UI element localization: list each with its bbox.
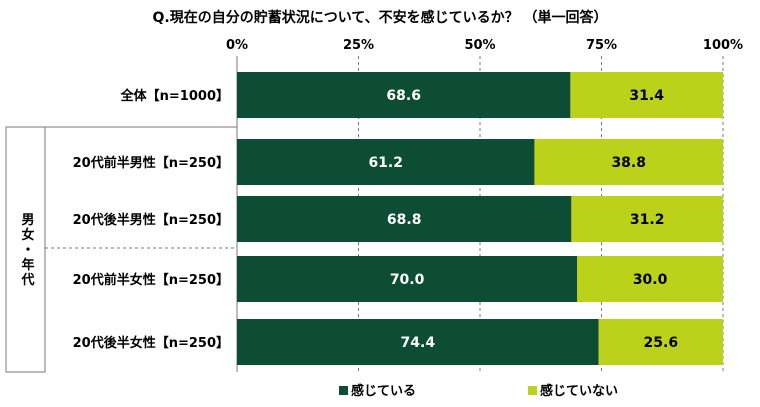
bar-segment — [571, 196, 723, 242]
legend-label: 感じている — [351, 383, 416, 399]
data-label: 61.2 — [368, 155, 403, 171]
bar-segment — [237, 196, 572, 242]
row-label: 20代前半男性【n=250】 — [73, 155, 229, 171]
bar-segment — [237, 139, 535, 185]
row-labels: 全体【n=1000】 20代前半男性【n=250】 20代後半男性【n=250】 20… — [73, 88, 229, 351]
data-label: 74.4 — [401, 335, 436, 351]
bars: 68.6 31.4 61.2 38.8 68.8 31.2 70.0 30.0 74.4 25.6 — [237, 72, 723, 365]
data-label: 38.8 — [611, 155, 646, 171]
legend-swatch — [528, 386, 537, 395]
x-tick-label: 75% — [586, 38, 617, 53]
data-label: 68.8 — [387, 212, 422, 228]
data-label: 30.0 — [633, 272, 668, 288]
group-label: 男女・年代 — [19, 213, 36, 288]
data-label: 70.0 — [390, 272, 425, 288]
x-tick-label: 50% — [464, 38, 495, 53]
x-tick-label: 100% — [703, 38, 743, 53]
x-axis-ticks: 0% 25% 50% 75% 100% — [226, 38, 743, 53]
chart-title: Q.現在の自分の貯蓄状況について、不安を感じているか？ （単一回答） — [153, 9, 608, 26]
bar-segment — [570, 72, 723, 118]
group-bracket: 男女・年代 — [5, 126, 237, 373]
x-tick-label: 25% — [343, 38, 374, 53]
x-tick-label: 0% — [226, 38, 248, 53]
data-label: 25.6 — [644, 335, 679, 351]
data-label: 68.6 — [386, 88, 421, 104]
data-label: 31.2 — [630, 212, 665, 228]
row-label: 20代後半女性【n=250】 — [73, 335, 229, 351]
legend-swatch — [339, 386, 348, 395]
bar-segment — [237, 72, 571, 118]
row-label: 20代後半男性【n=250】 — [73, 212, 229, 228]
bar-segment — [237, 319, 599, 365]
bar-segment — [534, 139, 723, 185]
bar-segment — [577, 256, 723, 302]
bar-segment — [237, 256, 578, 302]
bar-segment — [598, 319, 723, 365]
row-label: 20代前半女性【n=250】 — [73, 272, 229, 288]
row-label: 全体【n=1000】 — [120, 88, 229, 104]
group-label-box — [5, 126, 46, 373]
legend-label: 感じていない — [540, 383, 618, 399]
data-label: 31.4 — [629, 88, 664, 104]
legend: 感じている 感じていない — [339, 383, 618, 399]
